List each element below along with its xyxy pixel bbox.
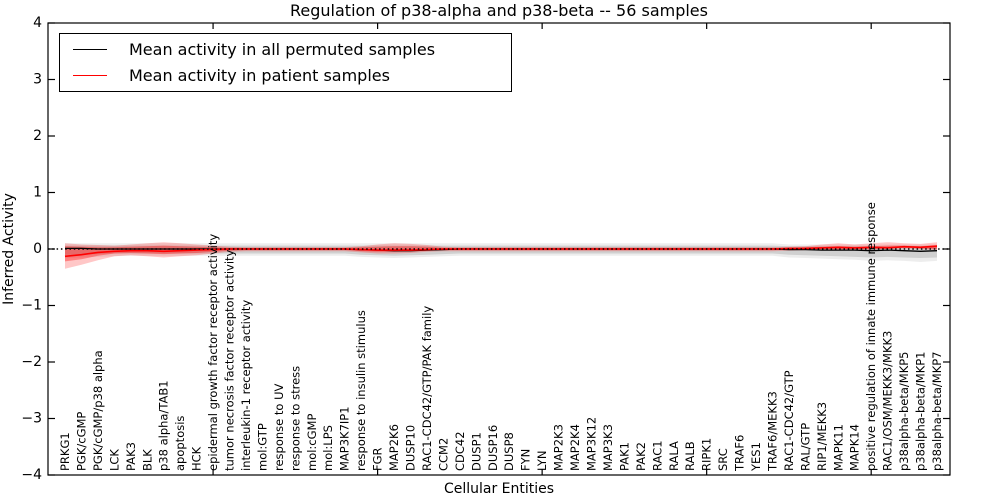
x-category-label: PRKG1 xyxy=(58,432,72,471)
x-category-label: MAP2K4 xyxy=(568,424,582,471)
x-category-label: p38alpha-beta/MKP7 xyxy=(930,352,944,471)
x-category-label: FGR xyxy=(371,447,385,471)
x-category-label: BLK xyxy=(140,449,154,471)
x-category-label: p38alpha-beta/MKP5 xyxy=(897,352,911,471)
x-category-label: DUSP16 xyxy=(486,425,500,471)
x-category-label: CDC42 xyxy=(453,431,467,471)
y-tick-label: 2 xyxy=(33,128,42,144)
legend-label-patient: Mean activity in patient samples xyxy=(129,65,390,85)
x-category-label: FYN xyxy=(519,449,533,471)
y-tick-label: −2 xyxy=(21,354,42,370)
x-category-label: tumor necrosis factor receptor activity xyxy=(223,249,237,471)
y-tick-label: 0 xyxy=(33,241,42,257)
x-category-label: apoptosis xyxy=(173,416,187,471)
x-category-label: MAP3K12 xyxy=(585,417,599,471)
x-category-label: PAK3 xyxy=(124,442,138,471)
legend: Mean activity in all permuted samples Me… xyxy=(59,33,512,92)
x-category-label: MAP3K7IP1 xyxy=(338,406,352,471)
x-category-label: interleukin-1 receptor activity xyxy=(239,300,253,471)
x-category-label: mol:cGMP xyxy=(305,414,319,471)
x-category-label: RIPK1 xyxy=(700,438,714,471)
x-category-label: p38 alpha/TAB1 xyxy=(157,380,171,471)
legend-item-permuted: Mean activity in all permuted samples xyxy=(60,40,511,59)
x-category-label: MAPK11 xyxy=(831,424,845,471)
x-category-label: RIP1/MEKK3 xyxy=(815,402,829,471)
x-category-label: MAP2K3 xyxy=(552,424,566,471)
y-tick-label: −1 xyxy=(21,298,42,314)
x-category-label: mol:LPS xyxy=(321,425,335,471)
y-tick-label: 3 xyxy=(33,72,42,88)
x-axis-label: Cellular Entities xyxy=(443,481,555,497)
x-category-label: PGK/cGMP xyxy=(75,412,89,471)
x-category-label: RAC1 xyxy=(650,440,664,471)
x-category-label: RALB xyxy=(683,441,697,471)
x-category-label: response to stress xyxy=(288,366,302,471)
x-category-label: response to insulin stimulus xyxy=(354,310,368,471)
y-tick-label: −3 xyxy=(21,411,42,427)
x-category-label: RAC1-CDC42/GTP xyxy=(782,370,796,471)
x-category-label: MAP2K6 xyxy=(387,424,401,471)
x-category-label: RAC1/OSM/MEKK3/MKK3 xyxy=(881,331,895,471)
x-category-label: LCK xyxy=(107,449,121,471)
x-category-label: TRAF6 xyxy=(733,435,747,472)
x-category-label: DUSP8 xyxy=(502,432,516,471)
x-category-label: DUSP10 xyxy=(404,425,418,471)
x-category-label: TRAF6/MEKK3 xyxy=(766,391,780,472)
x-category-label: MAPK14 xyxy=(848,424,862,471)
y-tick-label: 4 xyxy=(33,15,42,31)
legend-label-permuted: Mean activity in all permuted samples xyxy=(129,40,436,60)
x-category-label: PAK1 xyxy=(617,442,631,471)
patient-line-swatch xyxy=(73,74,107,76)
x-category-label: RALA xyxy=(667,441,681,471)
x-category-label: LYN xyxy=(535,450,549,471)
x-category-label: CCM2 xyxy=(436,438,450,471)
permuted-band-outer xyxy=(65,243,937,262)
x-category-label: response to UV xyxy=(272,383,286,471)
y-tick-label: 1 xyxy=(33,185,42,201)
x-category-label: RAC1-CDC42/GTP/PAK family xyxy=(420,306,434,471)
x-category-label: DUSP1 xyxy=(469,432,483,471)
chart-title: Regulation of p38-alpha and p38-beta -- … xyxy=(290,1,708,20)
y-tick-label: −4 xyxy=(21,467,42,483)
x-category-label: MAP3K3 xyxy=(601,424,615,471)
x-category-label: positive regulation of innate immune res… xyxy=(864,202,878,471)
permuted-line-swatch xyxy=(73,49,107,51)
x-category-label: PAK2 xyxy=(634,442,648,471)
x-category-label: RAL/GTP xyxy=(798,423,812,471)
x-category-label: epidermal growth factor receptor activit… xyxy=(206,234,220,471)
x-category-label: HCK xyxy=(190,446,204,471)
x-category-label: p38alpha-beta/MKP1 xyxy=(914,352,928,471)
legend-item-patient: Mean activity in patient samples xyxy=(60,66,511,85)
x-category-label: SRC xyxy=(716,448,730,471)
x-category-label: mol:GTP xyxy=(255,423,269,471)
x-category-label: YES1 xyxy=(749,442,763,472)
x-category-label: PGK/cGMP/p38 alpha xyxy=(91,350,105,471)
